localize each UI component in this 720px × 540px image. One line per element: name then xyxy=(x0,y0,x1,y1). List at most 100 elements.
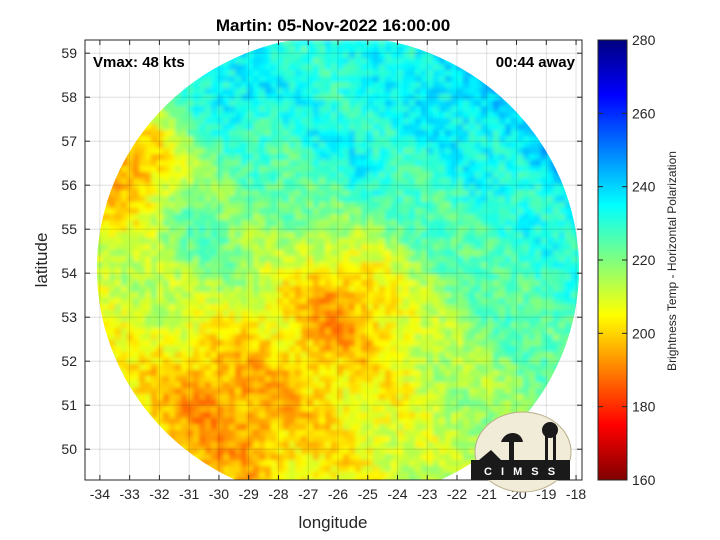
heatmap-cell xyxy=(331,370,338,377)
heatmap-cell xyxy=(277,184,284,191)
heatmap-cell xyxy=(379,466,386,473)
heatmap-cell xyxy=(295,64,302,71)
heatmap-cell xyxy=(475,184,482,191)
heatmap-cell xyxy=(199,424,206,431)
heatmap-cell xyxy=(379,442,386,449)
heatmap-cell xyxy=(355,250,362,257)
heatmap-cell xyxy=(157,160,164,167)
heatmap-cell xyxy=(439,424,446,431)
heatmap-cell xyxy=(145,382,152,389)
heatmap-cell xyxy=(439,400,446,407)
heatmap-cell xyxy=(319,82,326,89)
heatmap-cell xyxy=(409,412,416,419)
heatmap-cell xyxy=(433,238,440,245)
heatmap-cell xyxy=(265,334,272,341)
heatmap-cell xyxy=(391,370,398,377)
heatmap-cell xyxy=(349,160,356,167)
heatmap-cell xyxy=(175,208,182,215)
heatmap-cell xyxy=(385,184,392,191)
heatmap-cell xyxy=(445,388,452,395)
heatmap-cell xyxy=(427,232,434,239)
heatmap-cell xyxy=(355,64,362,71)
heatmap-cell xyxy=(445,466,452,473)
heatmap-cell xyxy=(103,328,110,335)
heatmap-cell xyxy=(337,202,344,209)
heatmap-cell xyxy=(373,394,380,401)
heatmap-cell xyxy=(463,250,470,257)
heatmap-cell xyxy=(205,190,212,197)
heatmap-cell xyxy=(193,394,200,401)
heatmap-cell xyxy=(403,316,410,323)
heatmap-cell xyxy=(193,94,200,101)
heatmap-cell xyxy=(205,214,212,221)
heatmap-cell xyxy=(277,238,284,245)
heatmap-cell xyxy=(277,430,284,437)
heatmap-cell xyxy=(121,172,128,179)
heatmap-cell xyxy=(211,454,218,461)
heatmap-cell xyxy=(313,112,320,119)
heatmap-cell xyxy=(283,340,290,347)
heatmap-cell xyxy=(433,190,440,197)
heatmap-cell xyxy=(301,82,308,89)
heatmap-cell xyxy=(229,250,236,257)
heatmap-cell xyxy=(343,448,350,455)
heatmap-cell xyxy=(355,214,362,221)
heatmap-cell xyxy=(385,424,392,431)
heatmap-cell xyxy=(379,346,386,353)
heatmap-cell xyxy=(331,268,338,275)
heatmap-cell xyxy=(217,304,224,311)
heatmap-cell xyxy=(235,262,242,269)
heatmap-cell xyxy=(163,226,170,233)
heatmap-cell xyxy=(319,244,326,251)
heatmap-cell xyxy=(319,76,326,83)
heatmap-cell xyxy=(139,166,146,173)
heatmap-cell xyxy=(289,106,296,113)
heatmap-cell xyxy=(439,262,446,269)
heatmap-cell xyxy=(175,196,182,203)
heatmap-cell xyxy=(259,100,266,107)
heatmap-cell xyxy=(259,442,266,449)
heatmap-cell xyxy=(181,136,188,143)
heatmap-cell xyxy=(157,274,164,281)
heatmap-cell xyxy=(313,178,320,185)
heatmap-cell xyxy=(277,298,284,305)
heatmap-cell xyxy=(331,310,338,317)
heatmap-cell xyxy=(343,460,350,467)
heatmap-cell xyxy=(385,316,392,323)
heatmap-cell xyxy=(409,220,416,227)
heatmap-cell xyxy=(241,340,248,347)
heatmap-cell xyxy=(433,142,440,149)
heatmap-cell xyxy=(403,370,410,377)
heatmap-cell xyxy=(439,82,446,89)
heatmap-cell xyxy=(349,388,356,395)
heatmap-cell xyxy=(229,160,236,167)
heatmap-cell xyxy=(145,142,152,149)
heatmap-cell xyxy=(301,382,308,389)
heatmap-cell xyxy=(373,52,380,59)
heatmap-cell xyxy=(289,250,296,257)
heatmap-cell xyxy=(415,94,422,101)
heatmap-cell xyxy=(469,292,476,299)
heatmap-cell xyxy=(169,190,176,197)
heatmap-cell xyxy=(229,142,236,149)
heatmap-cell xyxy=(253,262,260,269)
heatmap-cell xyxy=(355,94,362,101)
heatmap-cell xyxy=(415,58,422,65)
heatmap-cell xyxy=(475,424,482,431)
heatmap-cell xyxy=(259,472,266,479)
heatmap-cell xyxy=(391,430,398,437)
heatmap-cell xyxy=(103,280,110,287)
heatmap-cell xyxy=(403,112,410,119)
heatmap-cell xyxy=(229,118,236,125)
heatmap-cell xyxy=(415,220,422,227)
heatmap-cell xyxy=(211,88,218,95)
heatmap-cell xyxy=(307,448,314,455)
heatmap-cell xyxy=(211,376,218,383)
heatmap-cell xyxy=(331,244,338,251)
heatmap-cell xyxy=(271,370,278,377)
heatmap-cell xyxy=(211,226,218,233)
heatmap-cell xyxy=(301,172,308,179)
heatmap-cell xyxy=(151,238,158,245)
heatmap-cell xyxy=(271,364,278,371)
